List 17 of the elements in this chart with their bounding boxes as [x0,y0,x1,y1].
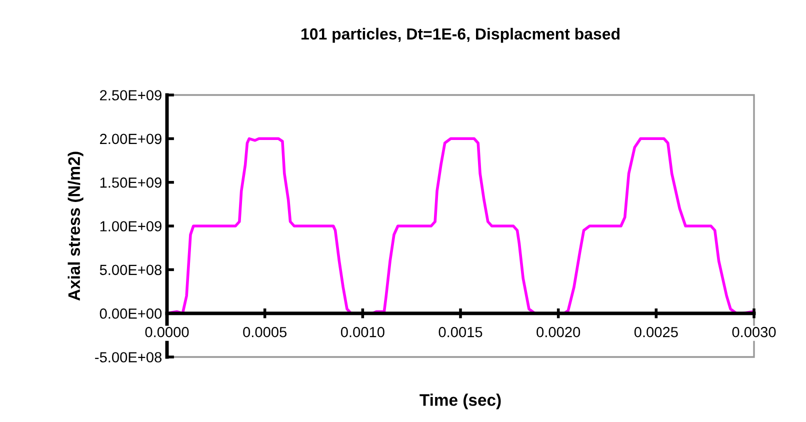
y-tick-label: 2.00E+09 [100,134,162,144]
y-tick-label: 5.00E+08 [100,264,162,276]
x-tick-label: 0.0020 [536,326,580,338]
x-tick-label: 0.0015 [438,326,482,338]
y-tick-label: -5.00E+08 [95,352,162,362]
x-tick-label: 0.0000 [145,326,189,338]
y-tick-label: 1.50E+09 [100,177,162,188]
y-tick-label: 1.00E+09 [100,221,162,232]
x-tick-label: 0.0025 [634,326,678,338]
y-tick-label: 2.50E+09 [100,90,162,100]
x-axis-title: Time (sec) [420,394,501,410]
x-tick-label: 0.0005 [243,326,287,338]
y-tick-label: 0.00E+00 [100,308,162,319]
x-tick-label: 0.0030 [732,326,776,338]
y-axis-title: Axial stress (N/m2) [68,152,84,301]
x-tick-label: 0.0010 [340,326,384,338]
chart-title: 101 particles, Dt=1E-6, Displacment based [302,28,620,43]
